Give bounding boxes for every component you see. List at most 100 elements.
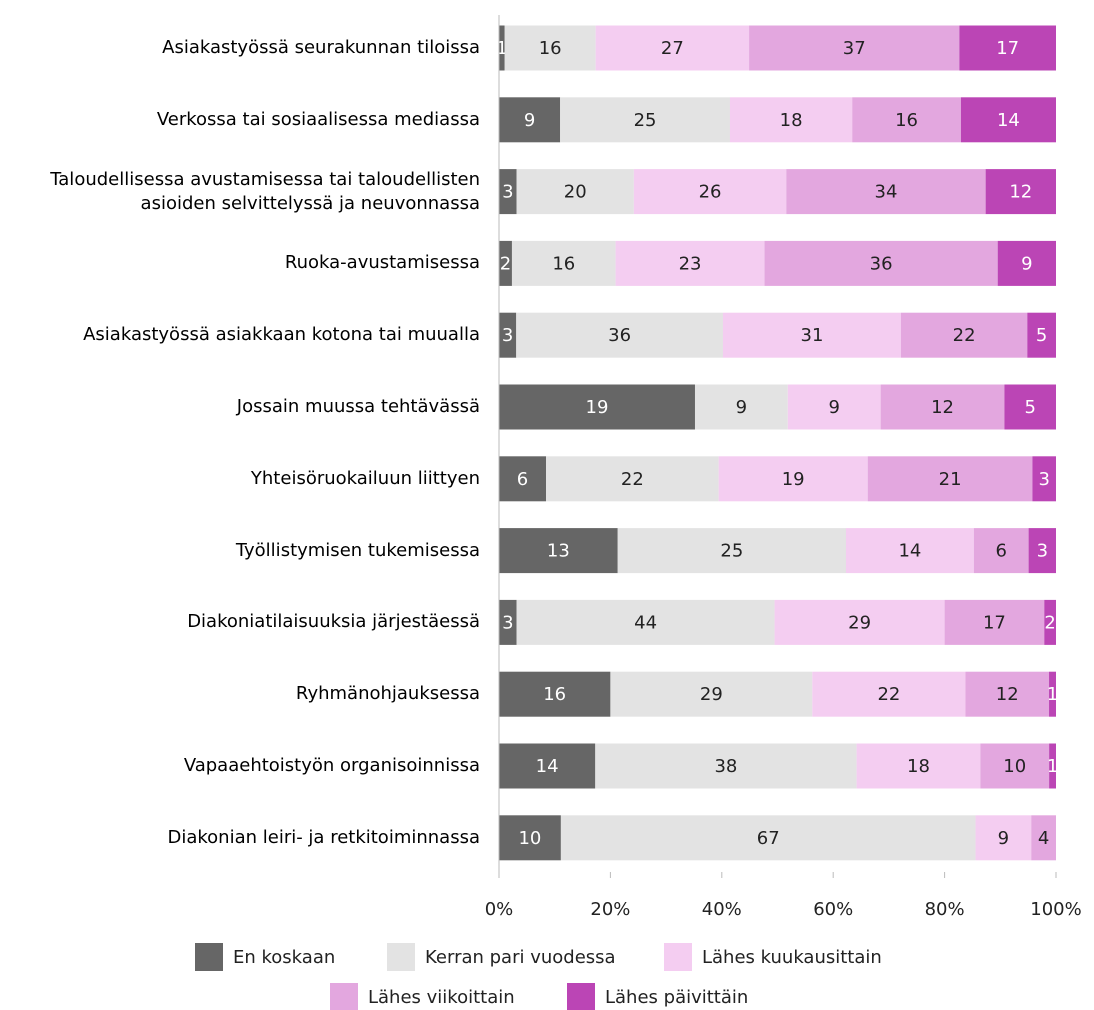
- y-tick-label: Työllistymisen tukemisessa: [235, 539, 480, 561]
- bar-segment: [595, 743, 857, 789]
- bar-segment: [965, 671, 1050, 717]
- legend-label: En koskaan: [233, 947, 335, 968]
- data-label: 12: [931, 397, 954, 418]
- data-label: 3: [502, 325, 513, 346]
- data-label: 9: [1021, 253, 1032, 274]
- x-tick-label: 40%: [702, 899, 742, 920]
- data-label: 17: [996, 38, 1019, 59]
- bar-segment: [499, 456, 547, 502]
- legend-swatch: [330, 983, 358, 1010]
- bar-segment: [856, 743, 981, 789]
- bar-segment: [973, 528, 1029, 574]
- bar-segment: [944, 599, 1045, 645]
- x-tick-label: 60%: [813, 899, 853, 920]
- data-label: 5: [1036, 325, 1047, 346]
- y-tick-label: Ryhmänohjauksessa: [295, 683, 480, 705]
- bar-segment: [610, 671, 813, 717]
- data-label: 37: [843, 38, 866, 59]
- y-tick-label: Ruoka-avustamisessa: [284, 252, 480, 274]
- data-label: 9: [998, 828, 1009, 849]
- data-label: 1: [496, 38, 507, 59]
- bar-segment: [633, 169, 787, 215]
- data-label: 19: [586, 397, 609, 418]
- data-label: 23: [679, 253, 702, 274]
- data-label: 20: [564, 182, 587, 203]
- data-label: 18: [780, 110, 803, 131]
- bar-segment: [615, 240, 765, 286]
- bar-segment: [516, 599, 775, 645]
- data-label: 27: [661, 38, 684, 59]
- x-tick-label: 80%: [925, 899, 965, 920]
- y-tick-label: Taloudellisessa avustamisessa tai taloud…: [50, 168, 480, 214]
- data-label: 44: [634, 612, 657, 633]
- bar-segment: [617, 528, 846, 574]
- bar-segment: [718, 456, 868, 502]
- data-label: 29: [700, 684, 723, 705]
- data-label: 6: [517, 469, 528, 490]
- data-label: 19: [782, 469, 805, 490]
- bar-segment: [1032, 456, 1056, 502]
- data-label: 31: [801, 325, 824, 346]
- y-tick-label: Diakonian leiri- ja retkitoiminnassa: [167, 826, 480, 848]
- data-label: 29: [848, 612, 871, 633]
- bar-segment: [560, 815, 976, 861]
- bar-segment: [694, 384, 788, 430]
- data-label: 1: [1047, 756, 1058, 777]
- bar-segment: [499, 384, 695, 430]
- y-tick-label: Yhteisöruokailuun liittyen: [250, 467, 480, 489]
- bar-segment: [499, 312, 517, 358]
- bar-segment: [1049, 671, 1056, 717]
- data-label: 3: [502, 182, 513, 203]
- data-label: 12: [996, 684, 1019, 705]
- data-label: 36: [870, 253, 893, 274]
- bar-segment: [560, 97, 730, 143]
- legend-label: Lähes päivittäin: [605, 987, 748, 1008]
- bar-segment: [499, 240, 512, 286]
- data-label: 67: [757, 828, 780, 849]
- data-label: 5: [1024, 397, 1035, 418]
- data-label: 10: [1003, 756, 1026, 777]
- data-label: 22: [877, 684, 900, 705]
- data-label: 14: [997, 110, 1020, 131]
- bar-segment: [1027, 312, 1056, 358]
- bar-segment: [845, 528, 974, 574]
- x-tick-label: 0%: [485, 899, 514, 920]
- bar-segment: [499, 25, 505, 71]
- bar-segment: [959, 25, 1056, 71]
- bar-segment: [749, 25, 960, 71]
- data-label: 22: [621, 469, 644, 490]
- data-label: 25: [634, 110, 657, 131]
- y-tick-label: Asiakastyössä asiakkaan kotona tai muual…: [83, 324, 480, 346]
- bar-segment: [867, 456, 1033, 502]
- y-tick-label: Asiakastyössä seurakunnan tiloissa: [162, 37, 480, 58]
- bar-segment: [764, 240, 998, 286]
- y-tick-label: Verkossa tai sosiaalisessa mediassa: [156, 108, 480, 130]
- y-tick-label: Jossain muussa tehtävässä: [236, 396, 480, 417]
- bar-segment: [900, 312, 1028, 358]
- bar-segment: [516, 169, 634, 215]
- data-label: 22: [953, 325, 976, 346]
- bar-segment: [980, 743, 1050, 789]
- y-tick-label: Diakoniatilaisuuksia järjestäessä: [187, 611, 480, 633]
- data-label: 38: [714, 756, 737, 777]
- bar-segment: [975, 815, 1032, 861]
- bar-segment: [546, 456, 719, 502]
- data-label: 2: [500, 253, 511, 274]
- data-label: 21: [939, 469, 962, 490]
- data-label: 34: [875, 182, 898, 203]
- data-label: 16: [539, 38, 562, 59]
- bar-segment: [1044, 599, 1056, 645]
- data-label: 18: [907, 756, 930, 777]
- legend-label: Lähes viikoittain: [368, 987, 515, 1008]
- bar-segment: [499, 815, 561, 861]
- data-label: 16: [552, 253, 575, 274]
- bar-segment: [499, 169, 517, 215]
- legend-swatch: [664, 943, 692, 971]
- x-tick-label: 20%: [590, 899, 630, 920]
- legend-swatch: [387, 943, 415, 971]
- data-label: 12: [1009, 182, 1032, 203]
- data-label: 9: [524, 110, 535, 131]
- data-label: 25: [720, 541, 743, 562]
- bar-segment: [786, 169, 986, 215]
